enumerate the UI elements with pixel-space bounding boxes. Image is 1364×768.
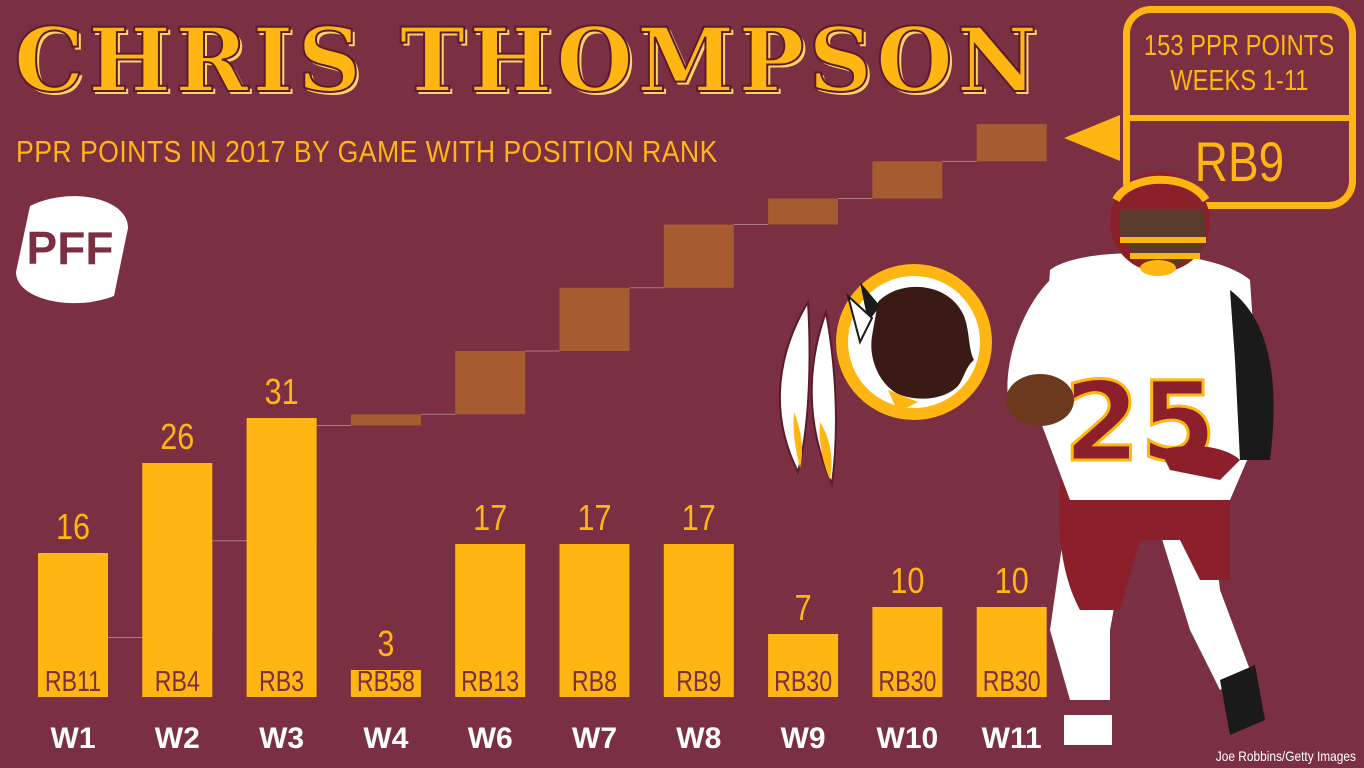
bar-w11	[976, 607, 1047, 697]
week-label-w10: W10	[877, 722, 939, 755]
bar-w4	[350, 670, 421, 697]
value-label-w1: 16	[56, 508, 90, 548]
cumulative-segment-w4	[350, 414, 421, 426]
photo-credit: Joe Robbins/Getty Images	[1215, 748, 1356, 764]
rank-label-w6: RB13	[461, 664, 519, 697]
cumulative-segment-w8	[663, 224, 734, 288]
cumulative-segment-w7	[559, 287, 630, 352]
rank-label-w7: RB8	[572, 664, 617, 697]
bar-w9	[768, 634, 839, 697]
bar-w8	[663, 544, 734, 697]
value-label-w8: 17	[682, 499, 716, 539]
rank-label-w4: RB58	[357, 664, 415, 697]
value-label-w11: 10	[995, 562, 1029, 602]
team-logo-icon	[778, 264, 992, 488]
value-label-w2: 26	[160, 418, 194, 458]
cumulative-segment-w11	[976, 124, 1047, 162]
value-label-w6: 17	[473, 499, 507, 539]
pff-logo: PFF	[16, 196, 128, 304]
pff-logo-text: PFF	[27, 222, 114, 274]
cumulative-segment-w10	[872, 161, 943, 199]
rank-label-w10: RB30	[878, 664, 936, 697]
week-label-w2: W2	[155, 722, 200, 755]
value-label-w7: 17	[577, 499, 611, 539]
value-label-w4: 3	[377, 625, 394, 665]
value-label-w9: 7	[795, 589, 812, 629]
rank-label-w9: RB30	[774, 664, 832, 697]
chart-subtitle: PPR POINTS IN 2017 BY GAME WITH POSITION…	[16, 134, 718, 169]
rank-label-w8: RB9	[676, 664, 721, 697]
rank-label-w2: RB4	[155, 664, 200, 697]
week-label-w4: W4	[363, 722, 408, 755]
pointer-arrow-icon	[1064, 115, 1120, 161]
chart-title: CHRIS THOMPSON	[13, 8, 1042, 112]
cumulative-segment-w6	[455, 351, 526, 415]
bar-w3	[246, 418, 317, 697]
bar-w6	[455, 544, 526, 697]
week-label-w8: W8	[676, 722, 721, 755]
summary-rank-value: RB9	[1194, 129, 1285, 193]
rank-label-w1: RB11	[45, 664, 101, 697]
value-label-w10: 10	[890, 562, 924, 602]
summary-rank: RB9	[1130, 121, 1349, 201]
summary-total-points: 153 PPR POINTS	[1144, 30, 1335, 63]
bar-w1	[38, 553, 108, 697]
bar-w10	[872, 607, 943, 697]
week-label-w3: W3	[259, 722, 304, 755]
week-label-w6: W6	[468, 722, 513, 755]
cumulative-segment-w9	[768, 198, 839, 225]
summary-header: 153 PPR POINTS WEEKS 1-11	[1130, 13, 1349, 121]
summary-weeks: WEEKS 1-11	[1170, 65, 1309, 97]
value-label-w3: 31	[265, 373, 299, 413]
bar-w7	[559, 544, 630, 697]
bar-w2	[142, 463, 213, 697]
week-label-w11: W11	[982, 722, 1042, 755]
player-photo: 25	[1006, 172, 1274, 745]
week-label-w9: W9	[781, 722, 826, 755]
week-label-w1: W1	[51, 722, 96, 755]
week-label-w7: W7	[572, 722, 617, 755]
rank-label-w11: RB30	[983, 664, 1041, 697]
rank-label-w3: RB3	[259, 664, 304, 697]
